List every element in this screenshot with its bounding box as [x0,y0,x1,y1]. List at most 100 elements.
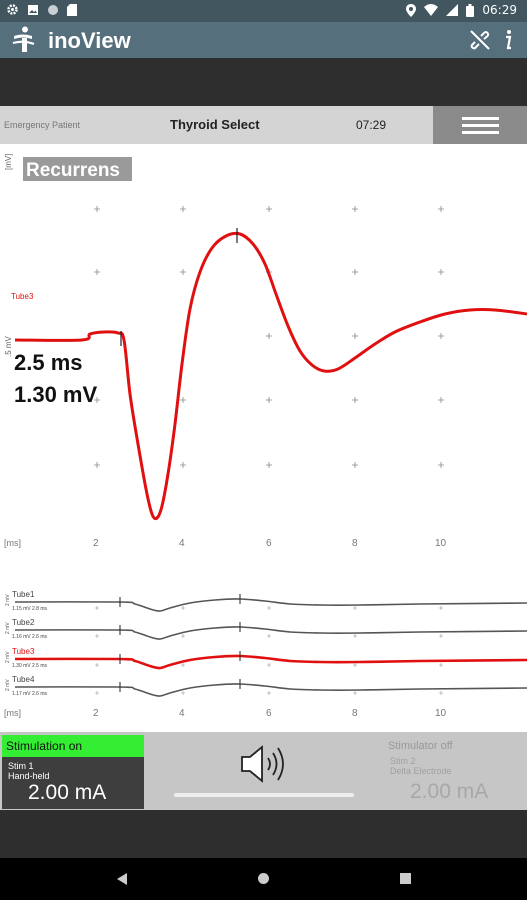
overview-x-tick-8: 8 [352,708,358,719]
overview-channel-name: Tube2 [12,618,35,627]
menu-icon-line-2 [462,124,499,127]
grid-cross [266,206,272,212]
home-icon[interactable] [257,872,270,885]
emg-plot-area[interactable]: Recurrens [mV] .5 mV Tube3 2.5 ms 1.30 m… [0,144,527,732]
overview-grid-cross [181,663,185,667]
menu-icon-line-1 [462,117,499,120]
overview-trace-1 [14,598,527,612]
overview-trace-2 [14,626,527,640]
overview-channel-name: Tube1 [12,590,35,599]
overview-trace-4 [14,683,527,697]
stimulation-status-on[interactable]: Stimulation on [2,735,144,757]
elapsed-time: 07:29 [356,118,387,132]
overview-x-label: [ms] [4,708,21,718]
y-scale-label: .5 mV [4,335,13,357]
overview-channel-info: 1.16 mV 2.6 ms [12,634,48,640]
status-bar: 06:29 [0,0,527,22]
image-icon [28,4,38,15]
patient-name[interactable]: Emergency Patient [4,120,81,130]
grid-cross [180,397,186,403]
menu-button[interactable] [433,106,527,144]
app-bar: inoView [0,22,527,58]
stimulator-1-current[interactable]: 2.00 mA [28,781,107,804]
overview-scale-label: 2 mV [5,679,11,691]
location-icon [406,3,417,17]
procedure-name[interactable]: Thyroid Select [170,117,260,132]
stimulator-1-name: Stim 1 [8,761,34,771]
no-link-icon[interactable] [468,28,492,52]
clock: 06:29 [482,3,517,17]
toolbar-spacer [0,58,527,106]
grid-cross [438,206,444,212]
overview-grid-cross [95,691,99,695]
overview-grid-cross [267,691,271,695]
stimulation-panel: Stimulation on Stim 1 Hand-held 2.00 mA … [0,732,527,810]
sd-card-icon [67,3,77,16]
wifi-icon [424,4,439,16]
overview-grid-cross [181,691,185,695]
app-title: inoView [48,28,131,53]
grid-cross [352,462,358,468]
stimulator-2-current[interactable]: 2.00 mA [410,780,489,803]
x-tick-2: 2 [93,538,99,549]
grid-cross [94,397,100,403]
grid-cross [94,206,100,212]
stimulator-2-label[interactable]: Stim 2 Delta Electrode [390,756,452,776]
overview-grid-cross [353,606,357,610]
overview-traces: Tube1 1.15 mV 2.8 ms 2 mV Tube2 1.16 mV 2.6 … [5,590,527,697]
overview-grid-cross [95,663,99,667]
grid-cross [352,333,358,339]
main-emg-trace [14,231,527,521]
overview-grid-cross [353,691,357,695]
overview-x-tick-6: 6 [266,708,272,719]
back-icon[interactable] [116,873,128,885]
overview-grid-cross [181,606,185,610]
overview-x-tick-10: 10 [435,708,447,719]
x-tick-4: 4 [179,538,185,549]
channel-title-bg [23,157,132,181]
android-nav-bar [0,858,527,900]
channel-title: Recurrens [26,160,120,181]
grid-cross [352,206,358,212]
grid-cross [438,462,444,468]
overview-channel-info: 1.30 mV 2.5 ms [12,663,48,669]
overview-grid-cross [353,634,357,638]
info-icon[interactable] [500,28,516,52]
menu-icon-line-3 [462,131,499,134]
stimulator-1-card[interactable]: Stim 1 Hand-held 2.00 mA [2,757,144,809]
grid-cross [352,397,358,403]
overview-channel-info: 1.15 mV 2.8 ms [12,606,48,612]
procedure-header: Emergency Patient Thyroid Select 07:29 [0,106,527,144]
grid-cross [180,269,186,275]
x-tick-6: 6 [266,538,272,549]
y-axis-label: [mV] [4,154,13,170]
grid-cross [438,269,444,275]
overview-grid-cross [439,606,443,610]
stimulator-2-name: Stim 2 [390,756,416,766]
grid-cross [180,462,186,468]
recents-icon[interactable] [400,873,411,884]
overview-grid-cross [267,634,271,638]
stimulator-1-type: Hand-held [8,771,50,781]
trace-label: Tube3 [11,292,34,301]
x-axis-label: [ms] [4,538,21,548]
emg-plot[interactable]: Recurrens [mV] .5 mV Tube3 2.5 ms 1.30 m… [0,144,527,732]
latency-value: 2.5 ms [14,350,83,375]
overview-x-tick-4: 4 [179,708,185,719]
overview-channel-name: Tube4 [12,675,35,684]
overview-grid-cross [181,634,185,638]
overview-grid-cross [353,663,357,667]
overview-trace-3 [14,654,527,670]
grid-cross [266,333,272,339]
stimulator-status-off[interactable]: Stimulator off [388,740,453,752]
overview-grid-cross [267,606,271,610]
volume-slider[interactable] [174,793,354,797]
grid-cross [438,397,444,403]
speaker-icon[interactable] [238,742,288,786]
x-tick-8: 8 [352,538,358,549]
grid-cross [266,397,272,403]
circle-icon [48,4,58,15]
overview-x-tick-2: 2 [93,708,99,719]
grid-cross [94,269,100,275]
x-tick-10: 10 [435,538,447,549]
